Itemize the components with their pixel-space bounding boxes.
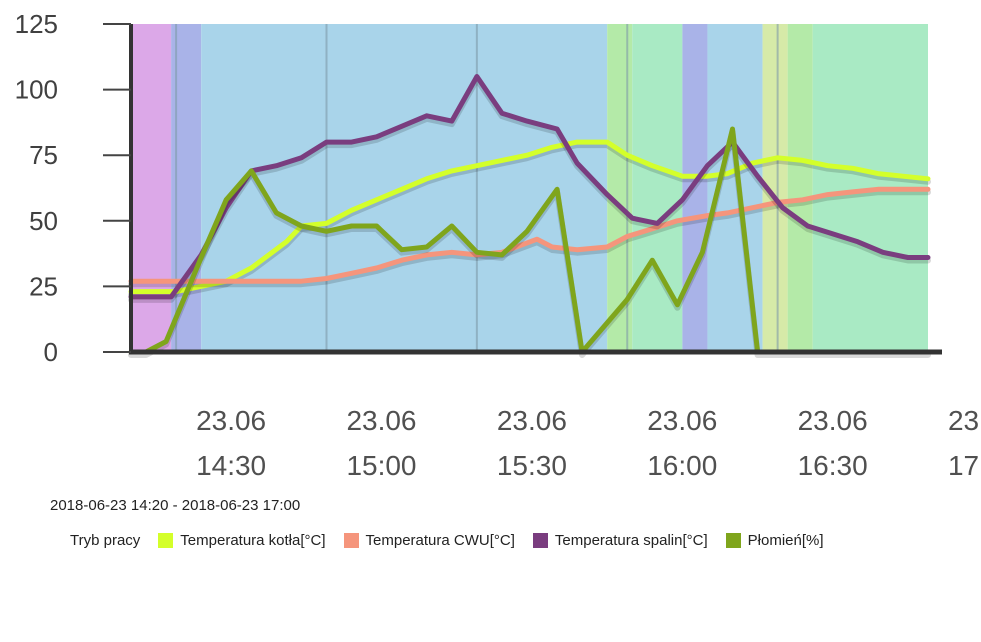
x-tick-labels: 23.06 14:30 23.06 15:00 23.06 15:30 23.06 16:00… bbox=[196, 405, 981, 481]
y-tick-label: 50 bbox=[29, 206, 58, 236]
chart: 0 25 50 75 100 125 23.06 14:30 23.06 15:00 23.06 1… bbox=[15, 9, 981, 481]
x-tick-time: 16:30 bbox=[798, 450, 868, 481]
legend: Tryb pracy Temperatura kotła[°C] Temperat… bbox=[70, 532, 842, 549]
x-tick-time: 15:00 bbox=[346, 450, 416, 481]
x-tick-time: 15:30 bbox=[497, 450, 567, 481]
y-tick-label: 0 bbox=[44, 337, 58, 367]
legend-label: Płomień[%] bbox=[747, 532, 824, 549]
x-tick-time: 17:00 bbox=[948, 450, 981, 481]
legend-swatch bbox=[532, 533, 548, 548]
x-tick-date: 23.06 bbox=[497, 405, 567, 436]
series-line[interactable] bbox=[128, 126, 931, 355]
legend-label: Tryb pracy bbox=[70, 532, 141, 549]
legend-item[interactable]: Temperatura kotła[°C] bbox=[158, 532, 326, 549]
series-shadow bbox=[128, 189, 931, 288]
legend-item[interactable]: Temperatura spalin[°C] bbox=[532, 532, 708, 549]
x-tick-date: 23.06 bbox=[798, 405, 868, 436]
x-tick-time: 16:00 bbox=[647, 450, 717, 481]
y-tick-label: 75 bbox=[29, 140, 58, 170]
legend-swatch bbox=[725, 533, 741, 548]
x-tick-date: 23.06 bbox=[196, 405, 266, 436]
legend-item-mode[interactable]: Tryb pracy bbox=[70, 532, 140, 549]
series-lines bbox=[128, 74, 931, 358]
x-tick-time: 14:30 bbox=[196, 450, 266, 481]
legend-item[interactable]: Płomień[%] bbox=[725, 532, 824, 549]
mode-bands bbox=[131, 24, 928, 352]
date-range: 2018-06-23 14:20 - 2018-06-23 17:00 bbox=[50, 497, 301, 514]
x-tick-date: 23.06 bbox=[948, 405, 981, 436]
series-line[interactable] bbox=[128, 74, 931, 300]
legend-label: Temperatura kotła[°C] bbox=[180, 532, 326, 549]
mode-band bbox=[787, 24, 813, 352]
axes bbox=[103, 23, 942, 355]
y-tick-labels: 0 25 50 75 100 125 bbox=[15, 9, 58, 367]
x-tick-date: 23.06 bbox=[346, 405, 416, 436]
legend-label: Temperatura CWU[°C] bbox=[365, 532, 515, 549]
mode-band bbox=[682, 24, 708, 352]
legend-label: Temperatura spalin[°C] bbox=[554, 532, 708, 549]
y-tick-label: 100 bbox=[15, 75, 58, 105]
legend-item[interactable]: Temperatura CWU[°C] bbox=[343, 532, 515, 549]
legend-swatch bbox=[343, 533, 359, 548]
legend-swatch bbox=[158, 533, 174, 548]
y-tick-label: 125 bbox=[15, 9, 58, 39]
series-line[interactable] bbox=[128, 186, 931, 284]
y-tick-label: 25 bbox=[29, 271, 58, 301]
x-tick-date: 23.06 bbox=[647, 405, 717, 436]
